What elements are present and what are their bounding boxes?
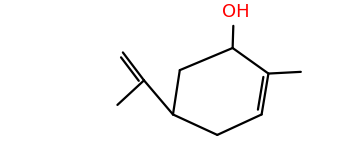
- Text: OH: OH: [222, 3, 250, 21]
